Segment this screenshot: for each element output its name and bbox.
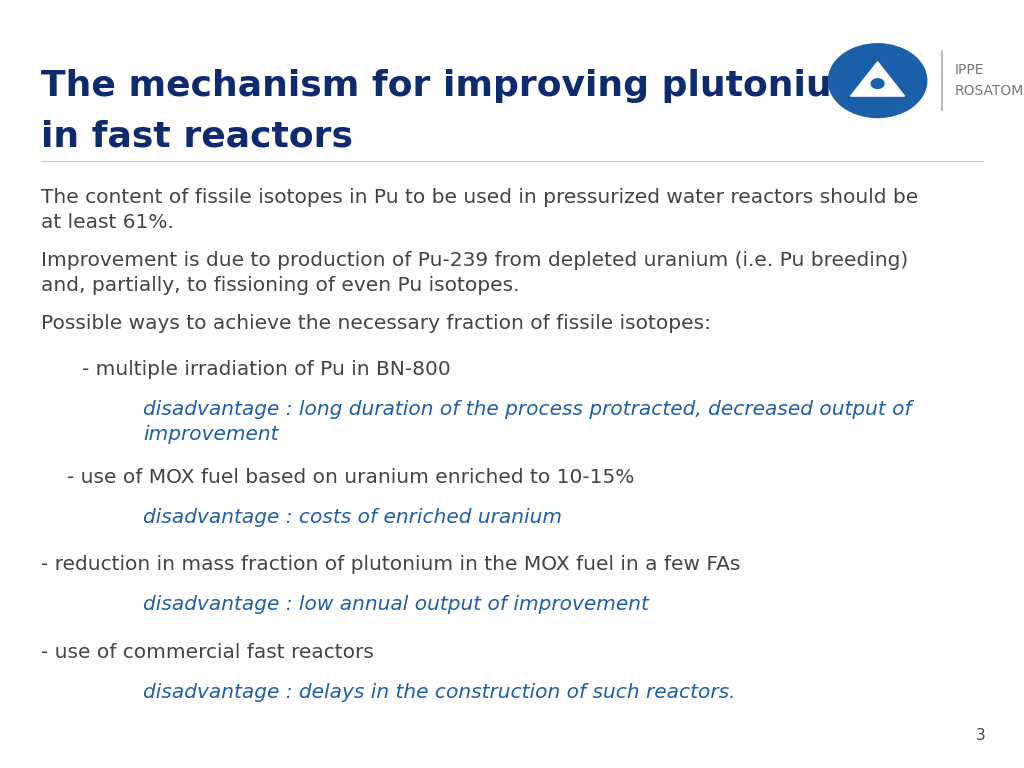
- Text: ROSATOM: ROSATOM: [954, 84, 1024, 98]
- Text: Possible ways to achieve the necessary fraction of fissile isotopes:: Possible ways to achieve the necessary f…: [41, 314, 711, 333]
- Text: - reduction in mass fraction of plutonium in the MOX fuel in a few FAs: - reduction in mass fraction of plutoniu…: [41, 555, 740, 574]
- Text: in fast reactors: in fast reactors: [41, 119, 353, 153]
- Text: disadvantage : low annual output of improvement: disadvantage : low annual output of impr…: [143, 595, 649, 614]
- Text: - use of commercial fast reactors: - use of commercial fast reactors: [41, 643, 374, 662]
- Text: - multiple irradiation of Pu in BN-800: - multiple irradiation of Pu in BN-800: [82, 360, 451, 379]
- Text: 3: 3: [975, 728, 985, 743]
- Polygon shape: [851, 62, 904, 96]
- Text: The mechanism for improving plutonium: The mechanism for improving plutonium: [41, 69, 869, 103]
- Circle shape: [828, 44, 927, 118]
- Text: disadvantage : delays in the construction of such reactors.: disadvantage : delays in the constructio…: [143, 683, 736, 702]
- Text: IPPE: IPPE: [954, 63, 984, 78]
- Text: disadvantage : long duration of the process protracted, decreased output of
impr: disadvantage : long duration of the proc…: [143, 400, 912, 444]
- Text: Improvement is due to production of Pu-239 from depleted uranium (i.e. Pu breedi: Improvement is due to production of Pu-2…: [41, 251, 908, 295]
- Text: disadvantage : costs of enriched uranium: disadvantage : costs of enriched uranium: [143, 508, 562, 527]
- Circle shape: [871, 79, 884, 88]
- Text: - use of MOX fuel based on uranium enriched to 10-15%: - use of MOX fuel based on uranium enric…: [67, 468, 634, 487]
- Text: The content of fissile isotopes in Pu to be used in pressurized water reactors s: The content of fissile isotopes in Pu to…: [41, 188, 919, 232]
